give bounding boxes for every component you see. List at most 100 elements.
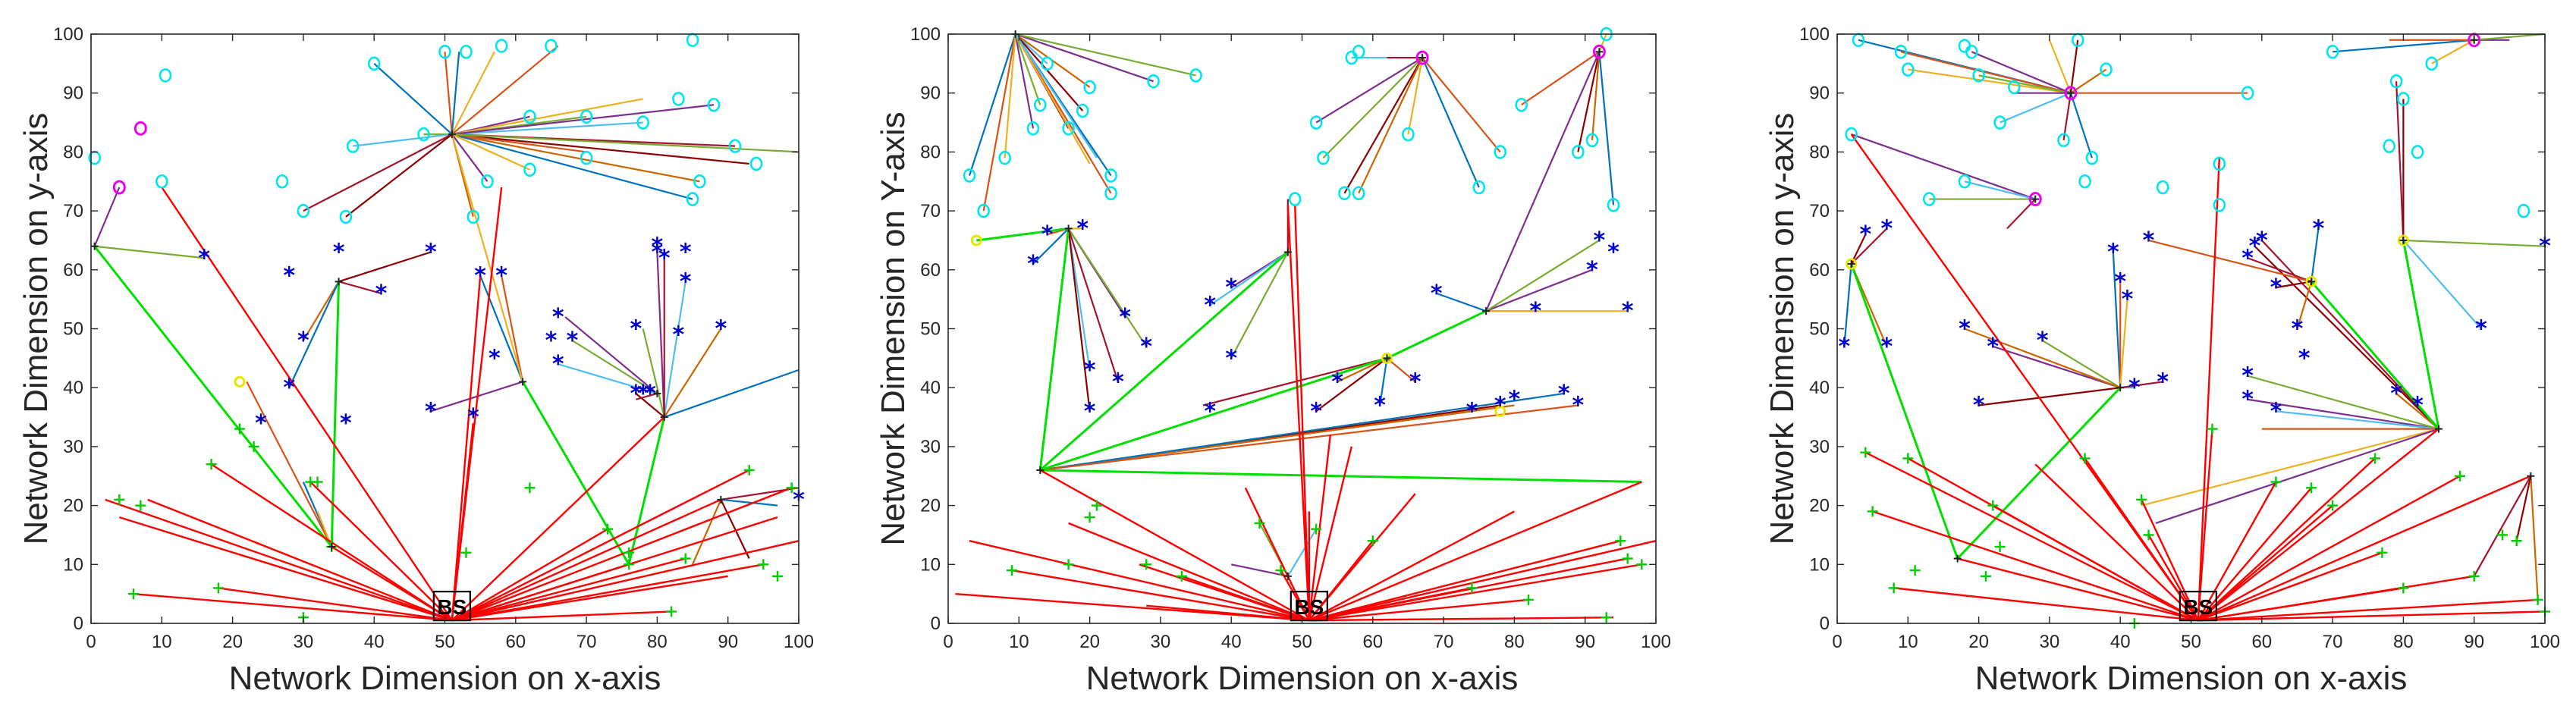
member-link — [1004, 33, 1016, 158]
magenta-node — [1415, 50, 1429, 65]
magenta-node — [1592, 44, 1606, 59]
member-link — [1422, 57, 1480, 188]
blue-star-node: * — [1331, 369, 1343, 395]
blue-star-node: * — [2390, 381, 2402, 407]
bs-link — [2197, 598, 2538, 622]
member-link — [692, 499, 722, 565]
green-plus-node — [758, 559, 769, 570]
member-link — [451, 133, 700, 183]
member-link — [2247, 257, 2312, 283]
blue-star-node: * — [2128, 375, 2141, 401]
cluster-head — [2066, 89, 2075, 97]
bs-link — [1308, 435, 1332, 621]
cyan-node — [998, 150, 1011, 165]
y-tick-label: 30 — [63, 437, 83, 457]
cyan-node — [1515, 97, 1528, 112]
cyan-node — [1317, 150, 1330, 165]
cyan-node — [346, 139, 360, 153]
bs-link — [1308, 510, 1515, 622]
cyan-node — [467, 209, 480, 224]
cyan-node — [1572, 145, 1585, 159]
green-plus-node — [1176, 570, 1187, 582]
x-tick-label: 70 — [576, 632, 597, 652]
y-tick-label: 40 — [1809, 378, 1830, 398]
member-link — [1315, 57, 1423, 124]
member-link — [1978, 74, 2072, 94]
green-plus-node — [680, 553, 691, 564]
green-plus-node — [1888, 582, 1899, 594]
green-plus-node — [2327, 500, 2339, 511]
base-station-label: BS — [437, 595, 467, 619]
cyan-node — [1607, 198, 1620, 212]
x-tick-label: 20 — [1968, 632, 1989, 652]
x-tick-label: 100 — [1641, 632, 1671, 652]
member-link — [1067, 228, 1119, 382]
x-tick-label: 100 — [2530, 632, 2560, 652]
x-tick-label: 90 — [2464, 632, 2484, 652]
y-tick-label: 40 — [63, 378, 83, 398]
y-tick-label: 100 — [910, 24, 941, 45]
cyan-node — [2389, 74, 2403, 89]
cyan-node — [438, 45, 451, 59]
green-plus-node — [1994, 541, 2006, 552]
bs-link — [451, 498, 721, 622]
cyan-node — [2100, 62, 2113, 77]
cyan-node — [481, 174, 494, 189]
member-link — [1040, 404, 1579, 472]
green-plus-node — [1275, 565, 1286, 576]
cyan-node — [2517, 203, 2530, 218]
bs-link — [955, 592, 1309, 622]
blue-star-node: * — [1880, 334, 1893, 360]
blue-star-node: * — [255, 410, 267, 437]
y-axis-label: Network Dimension on Y-axis — [875, 111, 912, 545]
member-link — [451, 133, 749, 165]
member-link — [451, 133, 693, 200]
cyan-node — [1894, 45, 1908, 59]
member-link — [93, 187, 121, 247]
green-plus-node — [127, 588, 139, 600]
blue-star-node: * — [1530, 298, 1542, 325]
cyan-node — [1958, 39, 1971, 53]
member-link — [451, 121, 643, 136]
cyan-node — [1338, 186, 1351, 201]
blue-star-node: * — [1119, 304, 1131, 331]
x-tick-label: 40 — [1221, 632, 1242, 652]
green-plus-node — [786, 482, 797, 494]
member-link — [2395, 393, 2439, 430]
y-tick-label: 40 — [920, 378, 941, 398]
blue-star-node: * — [1586, 257, 1598, 284]
green-plus-node — [1311, 523, 1322, 535]
cyan-node — [1033, 97, 1047, 112]
member-link — [2247, 398, 2439, 430]
cluster-head — [1847, 260, 1855, 268]
y-tick-label: 50 — [1809, 319, 1830, 340]
bs-link — [218, 587, 452, 622]
y-tick-label: 20 — [1809, 496, 1830, 516]
x-tick-label: 100 — [784, 632, 814, 652]
x-axis-label: Network Dimension on x-axis — [229, 660, 661, 697]
x-tick-label: 90 — [1575, 632, 1595, 652]
bs-link — [2197, 475, 2531, 622]
bs-link — [105, 498, 453, 622]
green-plus-node — [2370, 453, 2381, 464]
blue-star-node: * — [1572, 393, 1585, 419]
cyan-node — [1288, 192, 1302, 206]
cyan-node — [2383, 139, 2396, 153]
bs-link — [451, 557, 686, 622]
member-link — [1014, 33, 1041, 105]
bs-link — [1308, 540, 1374, 621]
y-tick-label: 20 — [63, 496, 83, 516]
bs-link — [1068, 522, 1310, 622]
cyan-node — [2057, 133, 2070, 148]
member-link — [2070, 68, 2107, 94]
x-tick-label: 50 — [1292, 632, 1312, 652]
green-plus-node — [624, 559, 635, 570]
blue-star-node: * — [2249, 234, 2261, 260]
cyan-node — [749, 156, 763, 171]
cluster-head — [448, 130, 456, 139]
member-link — [2000, 92, 2072, 124]
blue-star-node: * — [630, 381, 642, 407]
bs-link — [147, 498, 453, 622]
green-plus-node — [312, 476, 323, 488]
y-tick-label: 70 — [1809, 201, 1830, 221]
